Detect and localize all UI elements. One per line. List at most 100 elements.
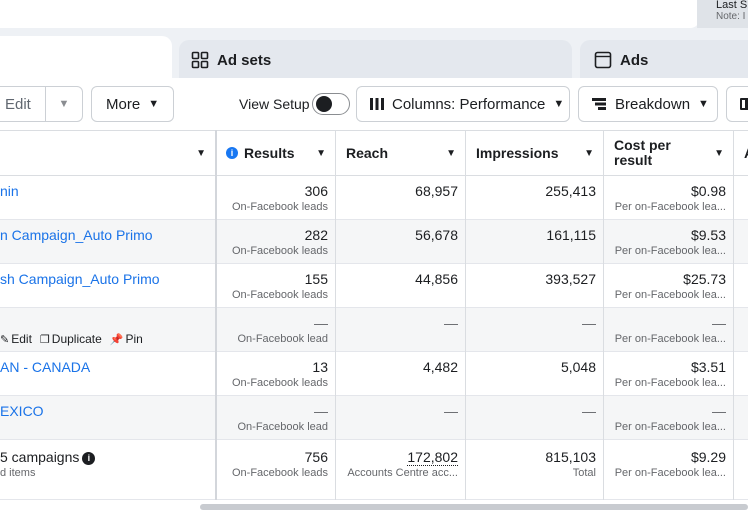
totals-impressions: 815,103 Total [466, 440, 604, 500]
duplicate-icon: ❐ [39, 334, 50, 346]
table-row[interactable]: n Campaign_Auto Primo 282 On-Facebook le… [0, 220, 748, 264]
results-sub: On-Facebook leads [232, 377, 328, 389]
columns-button[interactable]: Columns: Performance ▼ [356, 86, 570, 122]
impressions-value: 393,527 [545, 271, 596, 287]
caret-down-icon: ▼ [148, 98, 160, 110]
header-cost-per-result[interactable]: Cost per result ▼ [604, 131, 734, 175]
pin-icon: 📌 [109, 334, 124, 346]
totals-sub: d items [0, 467, 36, 479]
cost-cell: $9.53 Per on-Facebook lea... [604, 220, 734, 264]
reach-value: 4,482 [422, 359, 458, 375]
cost-cell: $25.73 Per on-Facebook lea... [604, 264, 734, 308]
header-results[interactable]: i Results ▼ [216, 131, 336, 175]
totals-reach-value[interactable]: 172,802 [407, 449, 458, 466]
tab-ad-sets-label: Ad sets [217, 51, 272, 69]
cost-cell: $3.51 Per on-Facebook lea... [604, 352, 734, 396]
header-reach[interactable]: Reach ▼ [336, 131, 466, 175]
caret-down-icon[interactable]: ▼ [584, 147, 594, 159]
row-actions: ✎ Edit ❐ Duplicate 📌 Pin [0, 332, 143, 346]
header-next-column-label: A [744, 145, 748, 161]
table-row[interactable]: nin 306 On-Facebook leads 68,957 255,413… [0, 176, 748, 220]
totals-results-value: 756 [304, 449, 328, 465]
tab-ad-sets[interactable]: Ad sets [179, 40, 572, 80]
toggle-knob [316, 96, 332, 112]
impressions-value: 255,413 [545, 183, 596, 199]
totals-results-sub: On-Facebook leads [232, 467, 328, 479]
totals-cost-value: $9.29 [690, 449, 726, 465]
view-setup-text: View Setup [239, 96, 310, 112]
caret-down-icon[interactable]: ▼ [446, 147, 456, 159]
column-divider[interactable] [335, 130, 336, 500]
cost-value: $3.51 [690, 359, 726, 375]
campaign-name-link[interactable]: nin [0, 183, 19, 199]
totals-cost-sub: Per on-Facebook lea... [614, 467, 726, 479]
reach-cell: 44,856 [336, 264, 466, 308]
header-reach-label: Reach [346, 145, 389, 161]
results-sub: On-Facebook leads [232, 201, 328, 213]
results-value: 282 [304, 227, 328, 243]
header-next-column[interactable]: A [734, 131, 748, 175]
results-value: 155 [304, 271, 328, 287]
reports-button[interactable] [726, 86, 748, 122]
totals-cost: $9.29 Per on-Facebook lea... [604, 440, 734, 500]
row-duplicate-action[interactable]: ❐ Duplicate [40, 332, 102, 346]
cost-value: $25.73 [683, 271, 726, 287]
horizontal-scrollbar[interactable] [200, 504, 748, 510]
results-sub: On-Facebook lead [237, 333, 329, 345]
more-button[interactable]: More ▼ [91, 86, 174, 122]
impressions-value: 5,048 [560, 359, 596, 375]
caret-down-icon[interactable]: ▼ [196, 147, 206, 159]
edit-button[interactable]: Edit [0, 86, 46, 122]
note-text: Note: I [716, 11, 746, 22]
info-icon[interactable]: i [82, 451, 96, 465]
tab-ads-label: Ads [620, 51, 649, 69]
reach-cell: 68,957 [336, 176, 466, 220]
table-row[interactable]: sh Campaign_Auto Primo 155 On-Facebook l… [0, 264, 748, 308]
row-edit-action[interactable]: ✎ Edit [0, 332, 32, 346]
reach-value: — [444, 315, 458, 331]
cost-cell: — Per on-Facebook lea... [604, 308, 734, 352]
tab-ads[interactable]: Ads [580, 40, 748, 80]
totals-row: 5 campaigns i d items 756 On-Facebook lea… [0, 440, 748, 500]
results-value: 13 [312, 359, 328, 375]
table-header: ▼ i Results ▼ Reach ▼ Impressions ▼ Cost… [0, 130, 748, 176]
breakdown-button[interactable]: Breakdown ▼ [578, 86, 718, 122]
table-row[interactable]: ✎ Edit ❐ Duplicate 📌 Pin — On-Facebook lead… [0, 308, 748, 352]
results-value: — [314, 315, 328, 331]
caret-down-icon[interactable]: ▼ [714, 147, 724, 159]
campaign-name-link[interactable]: sh Campaign_Auto Primo [0, 271, 160, 287]
table-row[interactable]: EXICO — On-Facebook lead — — — Per on-Fa… [0, 396, 748, 440]
totals-name-cell: 5 campaigns i d items [0, 440, 216, 500]
impressions-cell: — [466, 396, 604, 440]
view-setup-toggle[interactable] [312, 93, 350, 115]
campaign-name-link[interactable]: AN - CANADA [0, 359, 91, 375]
table-row[interactable]: AN - CANADA 13 On-Facebook leads 4,482 5… [0, 352, 748, 396]
column-divider[interactable] [603, 130, 604, 500]
info-icon[interactable]: i [226, 147, 238, 159]
header-cost-line1: Cost per [614, 137, 671, 153]
edit-dropdown-button[interactable]: ▼ [45, 86, 83, 122]
cost-value: $9.53 [690, 227, 726, 243]
view-setup-label: View Setup [239, 86, 310, 122]
row-pin-action[interactable]: 📌 Pin [110, 332, 143, 346]
impressions-value: — [582, 403, 596, 419]
ads-icon [594, 51, 612, 69]
campaign-name-link[interactable]: n Campaign_Auto Primo [0, 227, 153, 243]
tab-campaigns[interactable] [0, 36, 172, 81]
ad-sets-icon [191, 51, 209, 69]
column-divider[interactable] [215, 130, 217, 500]
caret-down-icon[interactable]: ▼ [316, 147, 326, 159]
reports-icon [740, 98, 748, 110]
pencil-icon: ✎ [0, 334, 10, 346]
results-cell: — On-Facebook lead [216, 396, 336, 440]
column-divider[interactable] [465, 130, 466, 500]
column-divider[interactable] [733, 130, 734, 500]
reach-cell: — [336, 396, 466, 440]
results-sub: On-Facebook leads [232, 289, 328, 301]
header-name[interactable]: ▼ [0, 131, 216, 175]
row-edit-label: Edit [11, 332, 32, 346]
header-impressions[interactable]: Impressions ▼ [466, 131, 604, 175]
campaign-name-link[interactable]: EXICO [0, 403, 44, 419]
results-cell: 155 On-Facebook leads [216, 264, 336, 308]
row-pin-label: Pin [125, 332, 143, 346]
